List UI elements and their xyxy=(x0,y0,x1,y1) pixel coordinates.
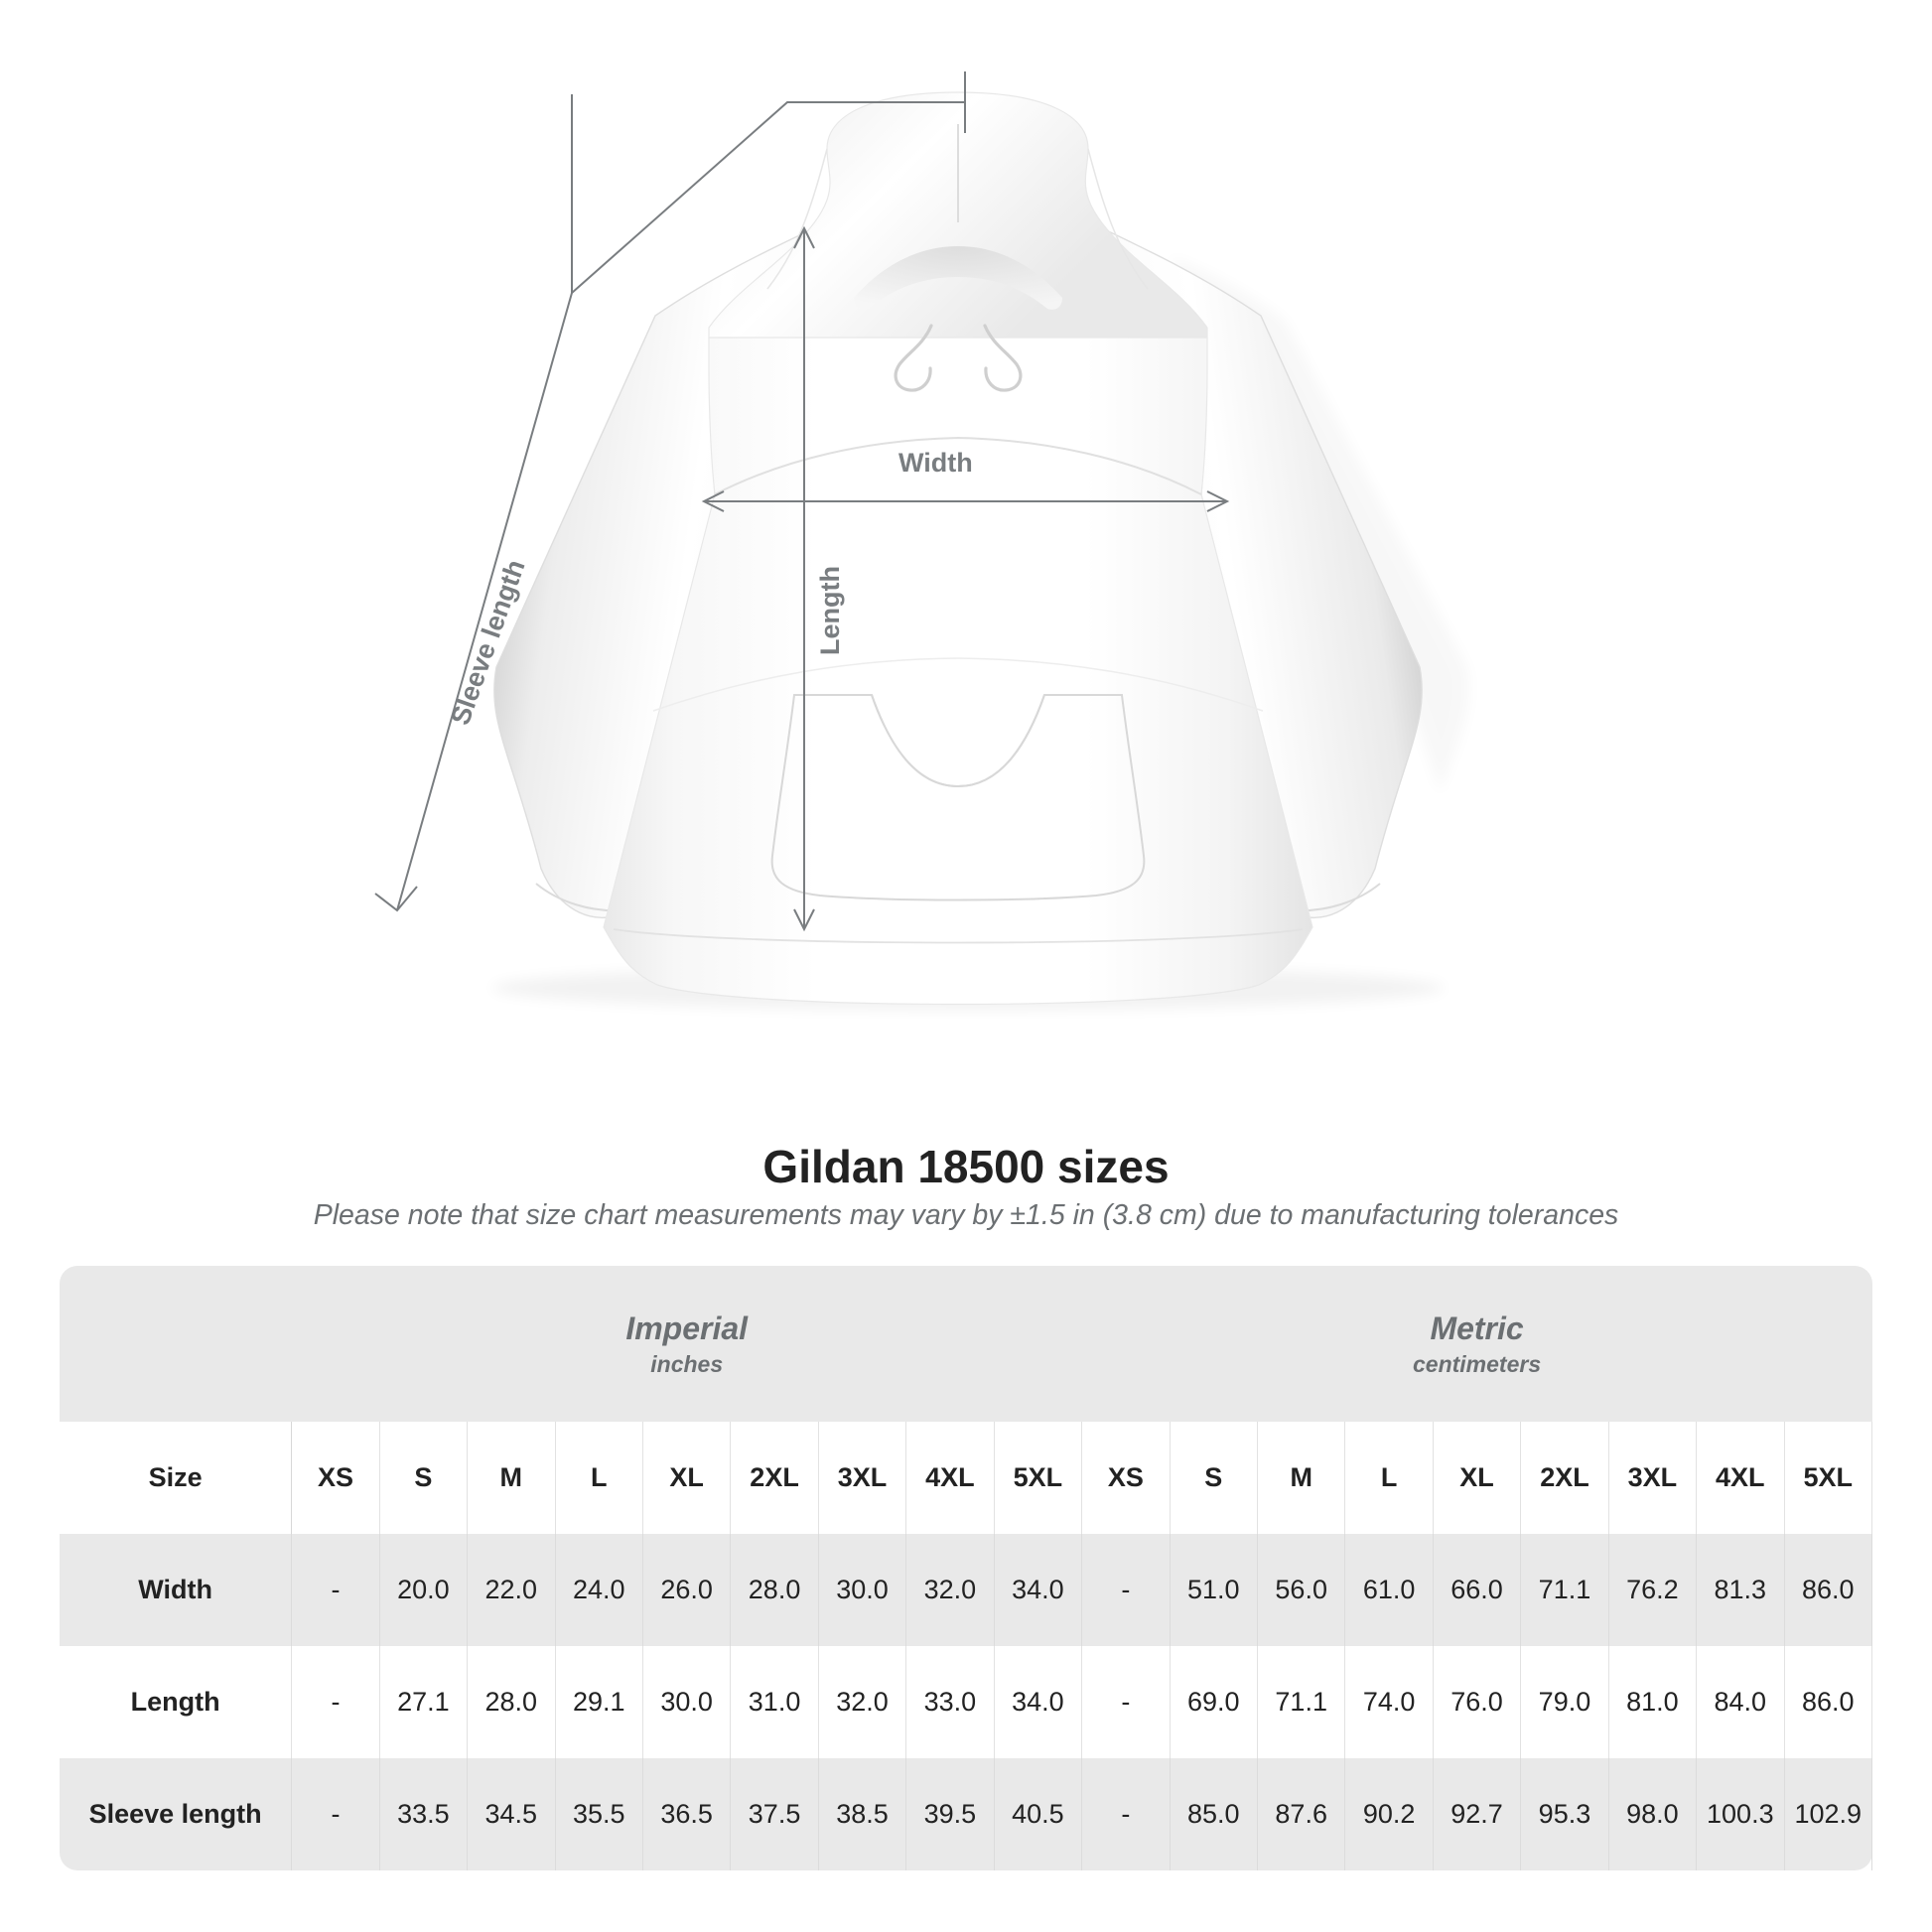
svg-text:Width: Width xyxy=(898,448,973,478)
svg-text:Length: Length xyxy=(815,566,845,655)
